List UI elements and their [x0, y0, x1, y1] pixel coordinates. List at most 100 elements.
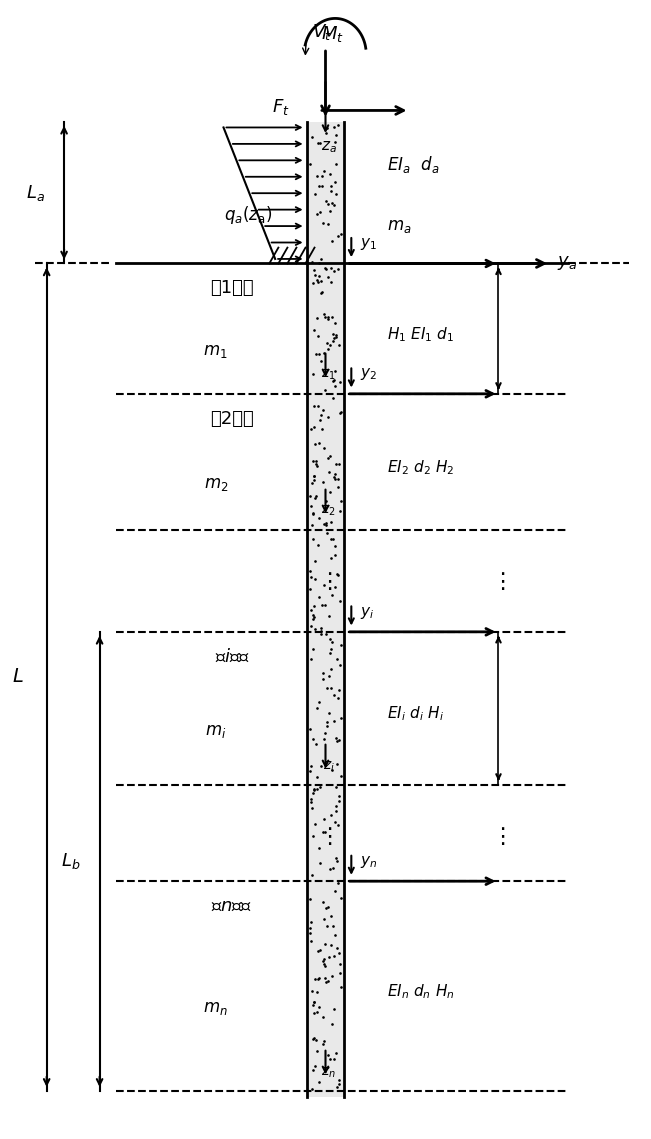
Point: [311, 1031, 321, 1049]
Point: [310, 185, 320, 203]
Point: [333, 469, 343, 487]
Point: [331, 328, 341, 346]
Point: [312, 1042, 322, 1060]
Point: [324, 1047, 334, 1065]
Point: [335, 956, 345, 974]
Point: [318, 1008, 328, 1026]
Point: [309, 1003, 319, 1022]
Point: [319, 950, 329, 968]
Point: [316, 167, 327, 186]
Point: [326, 679, 336, 697]
Point: [327, 309, 337, 327]
Point: [328, 917, 339, 935]
Point: [311, 736, 321, 754]
Point: [329, 329, 340, 347]
Point: [327, 325, 338, 343]
Point: [332, 732, 342, 751]
Point: [314, 434, 324, 452]
Point: [313, 942, 324, 960]
Point: [316, 625, 327, 644]
Point: [311, 454, 321, 473]
Text: $y_i$: $y_i$: [360, 605, 374, 621]
Point: [322, 917, 333, 935]
Point: [307, 982, 318, 1000]
Point: [318, 893, 329, 911]
Point: [327, 388, 338, 407]
Point: [323, 449, 333, 467]
Point: [325, 336, 335, 354]
Text: 第2层土: 第2层土: [210, 410, 254, 428]
Point: [311, 489, 321, 507]
Point: [311, 768, 322, 786]
Point: [335, 404, 345, 423]
Point: [306, 932, 316, 950]
Text: 第$n$层土: 第$n$层土: [212, 898, 253, 915]
Point: [333, 228, 344, 246]
Point: [318, 954, 329, 973]
Text: $EI_a\ \ d_a$: $EI_a\ \ d_a$: [387, 154, 439, 174]
Point: [307, 474, 317, 492]
Text: $V_t$: $V_t$: [312, 23, 332, 42]
Point: [331, 778, 341, 796]
Point: [314, 998, 324, 1016]
Point: [326, 661, 336, 679]
Point: [305, 924, 315, 942]
Point: [305, 487, 315, 506]
Point: [333, 477, 343, 495]
Point: [320, 308, 331, 326]
Point: [324, 339, 334, 358]
Point: [325, 860, 335, 878]
Point: [308, 729, 318, 747]
Point: [316, 756, 327, 775]
Point: [314, 588, 325, 606]
Point: [331, 456, 341, 474]
Text: $m_1$: $m_1$: [204, 343, 228, 360]
Point: [317, 177, 327, 195]
Point: [305, 793, 316, 811]
Point: [312, 457, 322, 475]
Point: [312, 780, 322, 798]
Point: [314, 839, 324, 858]
Point: [327, 232, 338, 251]
Point: [326, 513, 337, 531]
Point: [314, 778, 325, 796]
Point: [335, 372, 345, 391]
Point: [335, 978, 346, 997]
Point: [308, 640, 318, 658]
Point: [313, 345, 324, 363]
Point: [315, 272, 326, 290]
Point: [334, 1071, 344, 1089]
Text: $q_a(z_{\rm a})$: $q_a(z_{\rm a})$: [225, 204, 272, 227]
Text: $L_b$: $L_b$: [61, 851, 80, 871]
Point: [325, 446, 335, 465]
Point: [319, 957, 329, 975]
Text: $EI_n\ d_n\ H_n$: $EI_n\ d_n\ H_n$: [387, 982, 454, 1001]
Point: [307, 516, 317, 534]
Point: [309, 608, 319, 626]
Point: [323, 269, 333, 287]
Point: [309, 816, 320, 834]
Point: [332, 939, 342, 957]
Point: [333, 793, 344, 811]
Point: [326, 907, 337, 925]
Point: [305, 720, 315, 738]
Point: [324, 666, 334, 685]
Text: $EI_i\ d_i\ H_i$: $EI_i\ d_i\ H_i$: [387, 705, 444, 723]
Point: [327, 331, 338, 350]
Point: [336, 403, 346, 421]
Point: [328, 686, 339, 704]
Text: $m_n$: $m_n$: [203, 1000, 228, 1017]
Point: [326, 530, 336, 548]
Point: [307, 505, 318, 523]
Point: [335, 592, 345, 611]
Point: [320, 191, 331, 210]
Text: $z_i$: $z_i$: [323, 759, 335, 773]
Point: [309, 472, 320, 490]
Point: [321, 515, 331, 533]
Point: [313, 969, 324, 988]
Point: [309, 780, 319, 798]
Point: [308, 452, 318, 470]
Point: [323, 898, 333, 916]
Point: [320, 973, 331, 991]
Point: [336, 492, 346, 510]
